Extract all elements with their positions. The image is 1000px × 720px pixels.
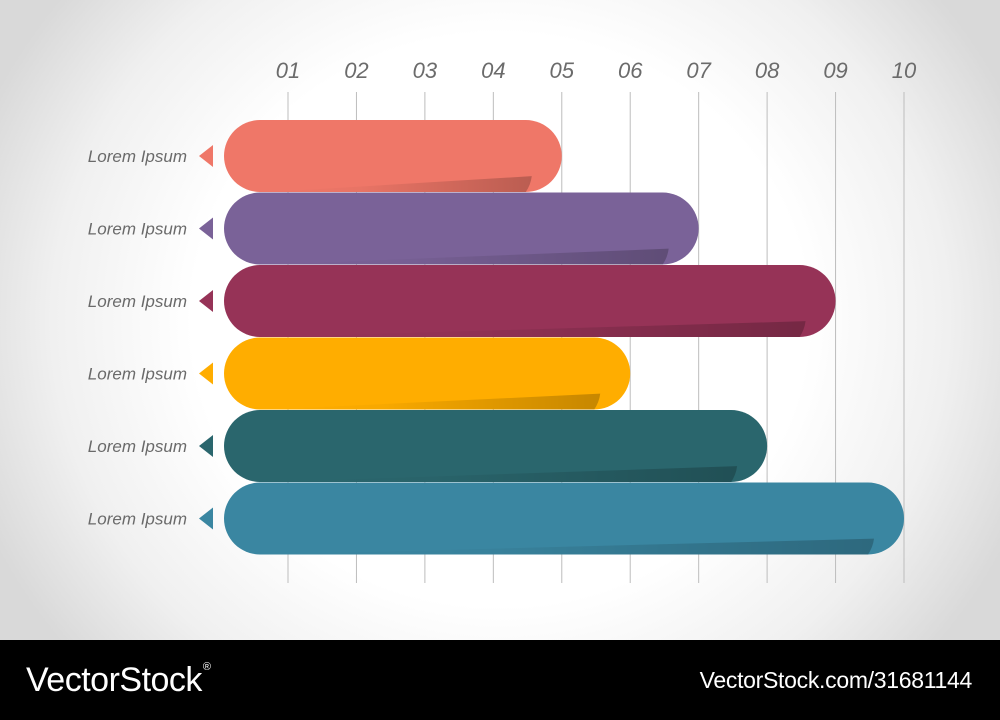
x-tick-label: 03 [413,58,438,83]
bar-body [224,192,699,265]
brand-logo: VectorStock® [26,661,211,700]
x-tick-label: 02 [344,58,368,83]
bar [224,265,836,337]
bar-fold-shadow [269,321,806,337]
category-label: Lorem Ipsum [88,437,187,456]
bar-fold-shadow [269,466,738,482]
bar-fold-shadow [269,248,669,265]
category-label: Lorem Ipsum [88,365,187,384]
bar-body [224,410,768,482]
bar-body [224,482,904,555]
category-label: Lorem Ipsum [88,147,187,166]
bar [224,410,768,482]
stock-url: VectorStock.com/31681144 [699,666,973,693]
x-tick-label: 08 [755,58,780,83]
category-label: Lorem Ipsum [88,292,187,311]
footer-bar: VectorStock® VectorStock.com/31681144 [0,640,1000,720]
chart-area: 01 02 03 04 05 06 07 08 09 10 Lorem Ipsum Lorem Ip… [0,0,1000,640]
bar [224,337,631,410]
x-tick-label: 05 [550,58,575,83]
category-marker [199,507,213,530]
category-marker [199,290,213,312]
x-tick-label: 06 [618,58,643,83]
category-marker [199,145,213,167]
bar-body [224,120,562,192]
category-marker [199,435,213,457]
x-tick-label: 07 [686,58,711,83]
bar-fold-shadow [269,176,532,192]
x-tick-label: 04 [481,58,505,83]
bar-fold-shadow [269,393,601,410]
category-label: Lorem Ipsum [88,510,187,529]
bar [224,192,699,265]
bar [224,120,562,192]
registered-mark: ® [202,660,212,673]
brand-name: VectorStock [26,660,202,699]
category-label: Lorem Ipsum [88,220,187,239]
bar [224,482,904,555]
category-marker [199,217,213,240]
x-tick-label: 10 [892,58,917,83]
bar-body [224,337,631,410]
x-tick-label: 09 [823,58,847,83]
bar-chart: 01 02 03 04 05 06 07 08 09 10 Lorem Ipsum Lorem Ip… [88,58,917,583]
category-marker [199,362,213,385]
bar-fold-shadow [269,538,874,555]
bar-body [224,265,836,337]
x-tick-label: 01 [276,58,300,83]
